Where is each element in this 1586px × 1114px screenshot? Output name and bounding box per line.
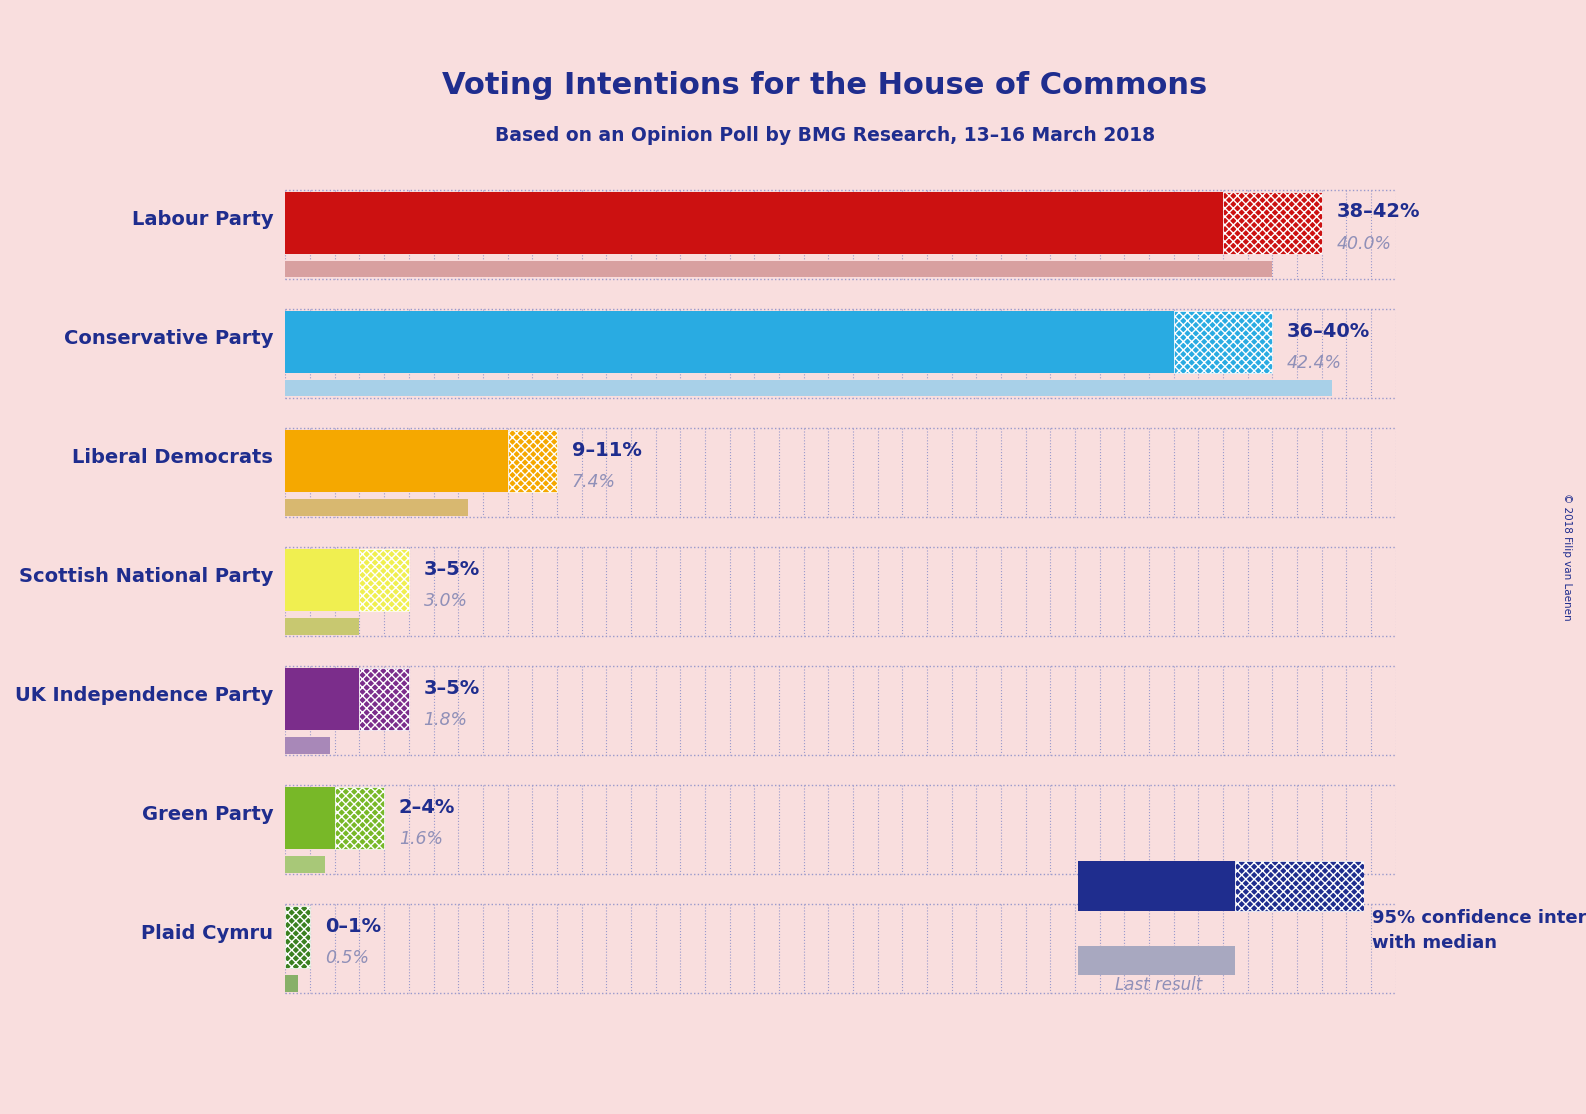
Text: 0.5%: 0.5% [325, 949, 370, 967]
Bar [285, 311, 1174, 373]
Bar [1223, 192, 1321, 254]
Text: Labour Party: Labour Party [132, 209, 273, 228]
Text: 0–1%: 0–1% [325, 917, 381, 936]
Text: 9–11%: 9–11% [571, 440, 642, 460]
Bar [285, 786, 335, 849]
Text: 1.6%: 1.6% [400, 830, 442, 848]
Bar [285, 499, 468, 516]
Text: Scottish National Party: Scottish National Party [19, 567, 273, 586]
Text: Last result: Last result [1115, 976, 1202, 994]
Bar [285, 192, 1223, 254]
Bar [285, 430, 508, 491]
Bar [285, 380, 1332, 397]
Bar [335, 786, 384, 849]
Text: Plaid Cymru: Plaid Cymru [141, 924, 273, 942]
Bar [285, 618, 360, 635]
Text: 7.4%: 7.4% [571, 473, 615, 491]
Text: Green Party: Green Party [141, 804, 273, 823]
Text: 3.0%: 3.0% [423, 593, 468, 610]
Text: 1.8%: 1.8% [423, 711, 468, 730]
Text: Liberal Democrats: Liberal Democrats [73, 448, 273, 467]
Text: Conservative Party: Conservative Party [63, 329, 273, 348]
Text: 3–5%: 3–5% [423, 678, 481, 697]
Bar [1078, 946, 1235, 976]
Bar [285, 261, 1272, 277]
Bar [1174, 311, 1272, 373]
Bar [1235, 861, 1364, 911]
Text: Voting Intentions for the House of Commons: Voting Intentions for the House of Commo… [442, 71, 1207, 100]
Text: 95% confidence interval
with median: 95% confidence interval with median [1372, 909, 1586, 951]
Text: © 2018 Filip van Laenen: © 2018 Filip van Laenen [1562, 494, 1572, 620]
Bar [1078, 861, 1235, 911]
Text: UK Independence Party: UK Independence Party [14, 686, 273, 705]
Text: 38–42%: 38–42% [1337, 203, 1419, 222]
Bar [360, 668, 409, 730]
Bar [285, 549, 360, 610]
Text: 2–4%: 2–4% [400, 798, 455, 817]
Text: 36–40%: 36–40% [1288, 322, 1370, 341]
Bar [285, 906, 311, 968]
Text: 3–5%: 3–5% [423, 559, 481, 578]
Bar [360, 549, 409, 610]
Text: 42.4%: 42.4% [1288, 354, 1342, 372]
Text: Based on an Opinion Poll by BMG Research, 13–16 March 2018: Based on an Opinion Poll by BMG Research… [495, 126, 1155, 145]
Bar [508, 430, 557, 491]
Bar [285, 668, 360, 730]
Bar [285, 975, 298, 991]
Text: 40.0%: 40.0% [1337, 235, 1391, 253]
Bar [285, 737, 330, 753]
Bar [285, 856, 325, 872]
